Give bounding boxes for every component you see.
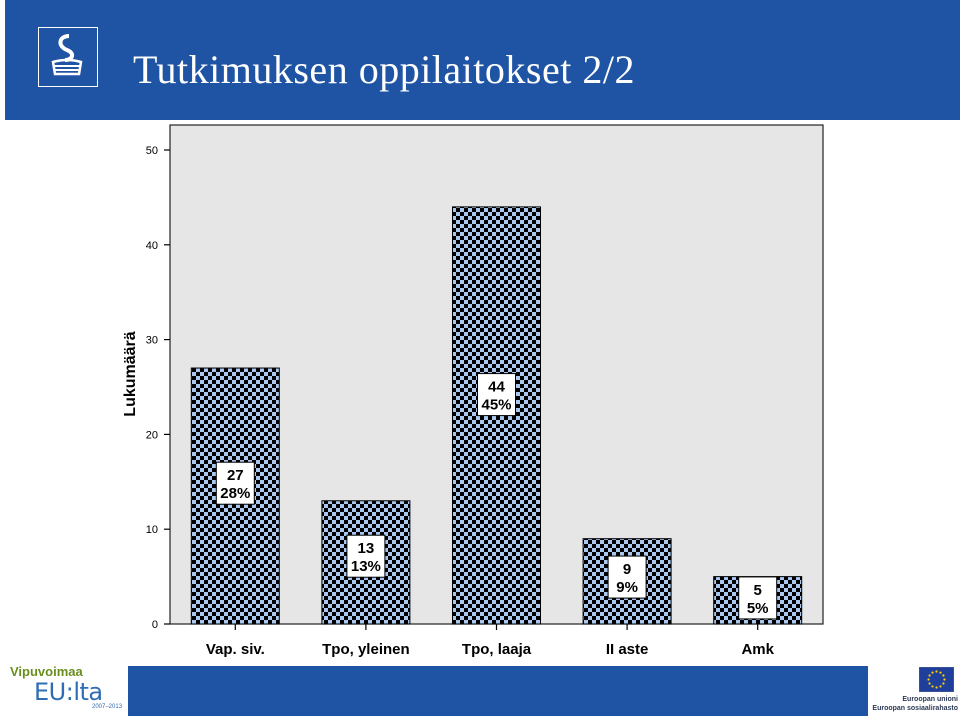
data-label-value: 9 [623, 561, 631, 578]
eu-star [935, 686, 938, 689]
x-tick-label: Amk [741, 641, 774, 658]
y-tick-label: 40 [146, 240, 158, 252]
eu-lta-logo-text: EU:lta [34, 678, 103, 706]
x-tick-label: Tpo, laaja [462, 641, 532, 658]
eu-star [928, 682, 931, 685]
eu-star [928, 674, 931, 677]
data-label-box [738, 576, 778, 620]
eu-star [935, 670, 938, 673]
y-tick-label: 50 [146, 145, 158, 157]
data-label-value: 13 [358, 540, 375, 557]
logo-years: 2007–2013 [92, 704, 123, 710]
university-logo [38, 27, 98, 87]
data-label-percent: 13% [351, 558, 381, 575]
header-bar [5, 0, 960, 120]
x-tick-label: Tpo, yleinen [322, 641, 410, 658]
vipuvoimaa-logo-text: Vipuvoimaa [10, 664, 83, 679]
eu-star [931, 671, 934, 674]
data-label-percent: 45% [481, 397, 511, 414]
data-label-value: 44 [488, 379, 505, 396]
y-tick-label: 0 [152, 619, 158, 631]
eu-star [927, 678, 930, 681]
data-label-value: 27 [227, 467, 244, 484]
y-axis: 0 10 20 30 40 50 [146, 145, 170, 631]
x-tick-label: Vap. siv. [206, 641, 265, 658]
data-label-percent: 5% [747, 600, 769, 617]
data-label-box [215, 461, 255, 505]
data-label-box [477, 373, 516, 417]
eu-star [942, 682, 945, 685]
eu-star [939, 685, 942, 688]
eu-caption: Euroopan unioni Euroopan sosiaalirahasto [870, 695, 958, 713]
eu-star [942, 674, 945, 677]
footer-band [128, 666, 868, 716]
eu-caption-line1: Euroopan unioni [902, 696, 958, 703]
data-label-percent: 9% [616, 579, 638, 596]
slide-title: Tutkimuksen oppilaitokset 2/2 [133, 47, 635, 92]
y-tick-label: 20 [146, 429, 158, 441]
data-label-box [607, 555, 647, 599]
y-tick-label: 10 [146, 524, 158, 536]
x-axis-labels: Vap. siv. Tpo, yleinen Tpo, laaja II aste Am… [206, 624, 775, 658]
y-tick-label: 30 [146, 335, 158, 347]
eu-flag-icon [919, 667, 954, 692]
eu-star [939, 671, 942, 674]
y-axis-label: Lukumäärä [122, 331, 139, 416]
x-tick-label: II aste [606, 641, 649, 658]
eu-caption-line2: Euroopan sosiaalirahasto [872, 705, 958, 712]
eu-star [943, 678, 946, 681]
data-label-box [346, 534, 386, 578]
data-label-value: 5 [754, 582, 762, 599]
data-label-percent: 28% [220, 485, 250, 502]
eu-star [931, 685, 934, 688]
